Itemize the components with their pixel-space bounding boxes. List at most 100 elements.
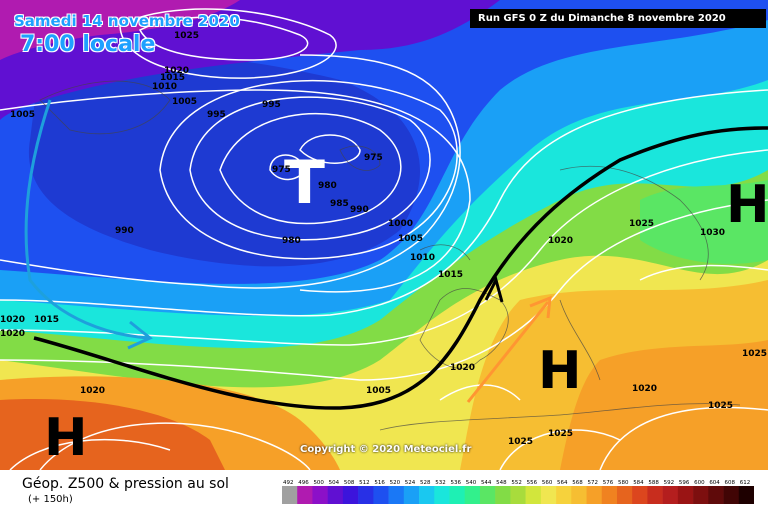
color-scale-label: 560 [542,480,553,486]
forecast-time: 7:00 locale [20,32,156,57]
isobar-value-label: 1020 [450,363,475,373]
color-scale-label: 528 [420,480,431,486]
color-scale-swatch [632,486,648,504]
chart-title: Géop. Z500 & pression au sol [22,476,229,492]
color-scale-label: 592 [664,480,675,486]
color-scale-swatch [449,486,466,504]
color-scale-label: 532 [435,480,446,486]
color-scale-label: 544 [481,480,492,486]
color-scale-label: 516 [374,480,385,486]
isobar-value-label: 1005 [172,97,197,107]
color-scale-swatch [312,486,328,504]
isobar-value-label: 975 [272,165,291,175]
color-scale-swatch [540,486,557,504]
color-scale-swatch [556,486,572,504]
color-scale-swatch [708,486,724,504]
color-scale-label: 588 [648,480,659,486]
isobar-value-label: 980 [282,236,301,246]
isobar-value-label: 1025 [548,429,573,439]
isobar-value-label: 990 [115,226,134,236]
color-scale-swatch [586,486,603,504]
isobar-value-label: 1005 [366,386,391,396]
color-scale-swatch [479,486,496,504]
color-scale-swatch [327,486,344,504]
color-scale-label: 612 [740,480,751,486]
isobar-value-label: 980 [318,181,337,191]
warm-air-arrowhead [529,295,552,319]
color-scale-swatch [495,486,511,504]
isobar-value-label: 1020 [0,315,25,325]
color-scale-label: 568 [572,480,583,486]
isobar-value-label: 1025 [708,401,733,411]
color-scale-label: 596 [679,480,690,486]
color-scale-swatch [647,486,663,504]
cold-air-arrow [24,99,149,340]
color-scale-swatch [601,486,618,504]
color-scale-label: 540 [466,480,477,486]
high-pressure-center-east: H [726,175,768,235]
isobar-value-label: 1015 [438,270,463,280]
isobar-value-label: 1015 [34,315,59,325]
color-scale-label: 584 [633,480,644,486]
color-scale-label: 520 [390,480,401,486]
isobar-value-label: 990 [350,205,369,215]
high-pressure-center-southwest: H [44,408,88,468]
color-scale-label: 552 [511,480,522,486]
color-scale-label: 512 [359,480,370,486]
color-scale-swatch [388,486,405,504]
warm-air-arrow [466,301,550,403]
color-scale-label: 572 [588,480,599,486]
cold-air-arrowhead [127,320,153,350]
isobar-value-label: 1025 [508,437,533,447]
isobar-value-label: 1025 [174,31,199,41]
color-scale-label: 504 [329,480,340,486]
color-scale-label: 524 [405,480,416,486]
isobar-value-label: 1030 [700,228,725,238]
model-run-label: Run GFS 0 Z du Dimanche 8 novembre 2020 [470,9,766,28]
isobar-value-label: 995 [262,100,281,110]
color-scale-swatch [693,486,709,504]
color-scale: 492 496 500 504 508 512 516 520 524 528 532 536 540 5… [282,480,754,504]
isobar-value-label: 1010 [410,253,435,263]
isobar-value-label: 1020 [632,384,657,394]
color-scale-label: 508 [344,480,355,486]
color-scale-label: 608 [725,480,736,486]
color-scale-label: 536 [450,480,461,486]
color-scale-label: 556 [527,480,538,486]
color-scale-swatch [738,486,754,504]
isobar-value-label: 995 [207,110,226,120]
color-scale-swatch [525,486,542,504]
isobar-value-label: 1015 [160,73,185,83]
color-scale-label: 576 [603,480,614,486]
isobar-value-label: 1025 [629,219,654,229]
color-scale-swatch [282,486,298,504]
isobar-value-label: 1025 [742,349,767,359]
isobar-value-label: 1000 [388,219,413,229]
isobar-value-label: 1020 [164,66,189,76]
color-scale-label: 604 [709,480,720,486]
low-pressure-center: T [284,148,325,218]
color-scale-label: 496 [298,480,309,486]
high-pressure-center-mediterranean: H [538,341,582,401]
isobar-value-label: 975 [364,153,383,163]
color-scale-swatch [342,486,359,504]
color-scale-swatch [510,486,526,504]
isobar-value-label: 1020 [80,386,105,396]
color-scale-label: 564 [557,480,568,486]
isobar-value-label: 985 [330,199,349,209]
isobar-value-label: 1010 [152,82,177,92]
color-scale-swatch [616,486,633,504]
isobars [0,8,768,470]
forecast-lead-time: (+ 150h) [28,494,73,505]
isobar-value-label: 1020 [548,236,573,246]
color-scale-swatch [677,486,694,504]
color-scale-swatch [662,486,679,504]
isobar-value-label: 1005 [10,110,35,120]
color-scale-swatch [723,486,740,504]
color-scale-swatch [419,486,435,504]
color-scale-label: 580 [618,480,629,486]
